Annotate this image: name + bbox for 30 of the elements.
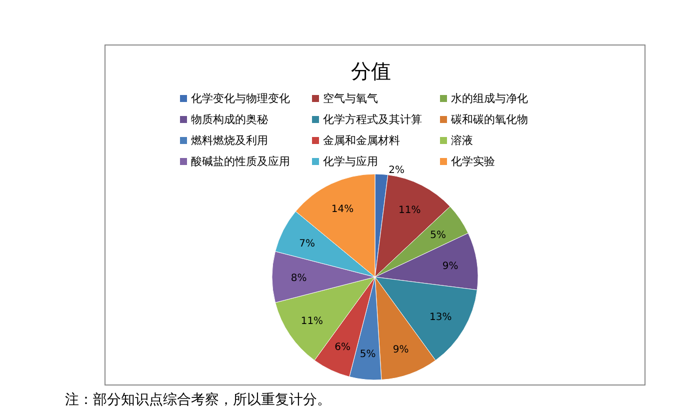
legend-label: 溶液 [451,134,473,147]
data-label: 7% [299,238,316,250]
legend-item: 金属和金属材料 [312,134,400,147]
data-label: 6% [334,342,350,353]
text: 注：部分知识点综合考察，所以重复计分。 [65,392,331,408]
legend-item: 化学实验 [440,155,495,168]
data-label: 9% [442,261,458,272]
legend-item: 酸碱盐的性质及应用 [180,155,290,168]
data-label: 5% [360,348,376,360]
legend-label: 空气与氧气 [323,92,378,105]
data-label: 14% [331,204,354,216]
data-label: 5% [430,230,446,242]
legend-label: 化学与应用 [323,155,378,168]
legend-item: 水的组成与净化 [440,92,528,105]
data-label: 13% [429,312,452,323]
data-label: 8% [290,273,307,284]
legend-item: 化学与应用 [312,155,378,168]
data-label: 2% [388,164,405,176]
legend-item: 燃料燃烧及利用 [180,134,268,147]
legend-item: 物质构成的奥秘 [180,113,268,126]
legend-label: 化学实验 [451,155,495,168]
legend-item: 空气与氧气 [312,92,378,105]
legend-item: 碳和碳的氧化物 [440,113,528,126]
legend-item: 化学变化与物理变化 [180,92,290,105]
chart-title: 分值 [351,59,391,83]
legend-item: 溶液 [440,134,473,147]
data-label: 11% [300,316,324,327]
data-label: 9% [392,344,409,356]
data-label: 11% [398,205,421,216]
legend-item: 化学方程式及其计算 [312,113,422,126]
